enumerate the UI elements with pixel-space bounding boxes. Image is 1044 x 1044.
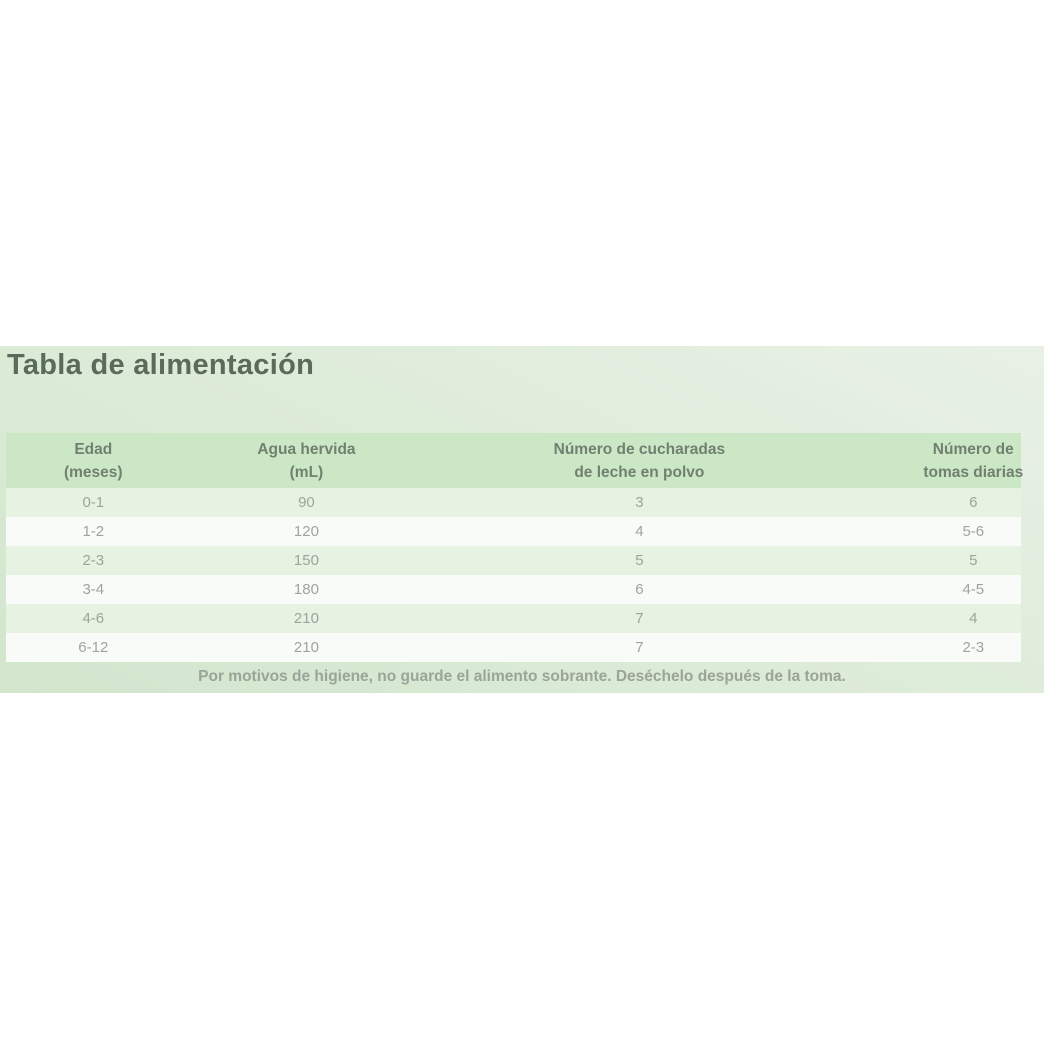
table-row: 3-4 180 6 4-5 [6, 575, 1021, 604]
table-row: 2-3 150 5 5 [6, 546, 1021, 575]
cell-agua: 210 [293, 610, 319, 627]
cell-edad: 1-2 [82, 523, 105, 540]
cell-cucharadas: 7 [635, 610, 644, 627]
column-header-edad: Edad (meses) [64, 438, 123, 484]
cell-tomas: 5-6 [962, 523, 985, 540]
column-header-line: (mL) [289, 464, 324, 481]
column-header-line: Agua hervida [257, 441, 356, 458]
table-title: Tabla de alimentación [7, 349, 315, 381]
cell-agua: 150 [293, 552, 319, 569]
cell-cucharadas: 6 [635, 581, 644, 598]
table-row: 0-1 90 3 6 [6, 488, 1021, 517]
column-header-line: Número de [932, 441, 1014, 458]
feeding-table: Edad (meses) Agua hervida (mL) Número de… [6, 433, 1023, 662]
cell-agua: 90 [298, 494, 315, 511]
table-row: 4-6 210 7 4 [6, 604, 1021, 633]
cell-edad: 6-12 [78, 639, 109, 656]
cell-agua: 120 [293, 523, 319, 540]
column-header-tomas-diarias: Número de tomas diarias [923, 438, 1023, 484]
cell-edad: 2-3 [82, 552, 105, 569]
cell-edad: 0-1 [82, 494, 105, 511]
cell-agua: 210 [293, 639, 319, 656]
cell-edad: 3-4 [82, 581, 105, 598]
column-header-line: Número de cucharadas [553, 441, 726, 458]
table-row: 6-12 210 7 2-3 [6, 633, 1021, 662]
column-header-line: Edad [74, 441, 113, 458]
cell-cucharadas: 7 [635, 639, 644, 656]
cell-edad: 4-6 [82, 610, 105, 627]
cell-tomas: 4-5 [962, 581, 985, 598]
cell-tomas: 5 [969, 552, 978, 569]
column-header-line: de leche en polvo [574, 464, 705, 481]
cell-tomas: 6 [969, 494, 978, 511]
table-header-row: Edad (meses) Agua hervida (mL) Número de… [6, 433, 1023, 488]
cell-agua: 180 [293, 581, 319, 598]
column-header-cucharadas: Número de cucharadas de leche en polvo [554, 438, 725, 484]
cell-tomas: 4 [969, 610, 978, 627]
cell-cucharadas: 5 [635, 552, 644, 569]
cell-cucharadas: 4 [635, 523, 644, 540]
table-row: 1-2 120 4 5-6 [6, 517, 1021, 546]
column-header-agua-hervida: Agua hervida (mL) [257, 438, 355, 484]
cell-tomas: 2-3 [962, 639, 985, 656]
feeding-table-panel: Tabla de alimentación Edad (meses) Agua … [0, 346, 1044, 693]
cell-cucharadas: 3 [635, 494, 644, 511]
column-header-line: tomas diarias [923, 464, 1024, 481]
column-header-line: (meses) [63, 464, 123, 481]
hygiene-note: Por motivos de higiene, no guarde el ali… [198, 668, 846, 685]
